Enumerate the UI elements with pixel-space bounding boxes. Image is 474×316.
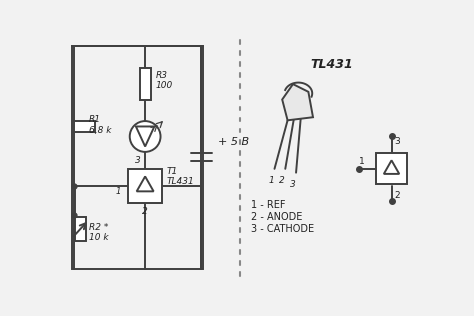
Bar <box>128 169 162 203</box>
Polygon shape <box>136 126 155 147</box>
Text: 2: 2 <box>395 191 400 200</box>
Text: 3 - CATHODE: 3 - CATHODE <box>251 224 315 234</box>
Text: 1: 1 <box>269 176 274 185</box>
Bar <box>75 216 86 241</box>
Text: 1: 1 <box>359 157 365 167</box>
Circle shape <box>130 121 161 152</box>
Text: R1
6,8 k: R1 6,8 k <box>89 115 111 135</box>
Text: + 5 B: + 5 B <box>219 137 249 147</box>
Text: 2 - ANODE: 2 - ANODE <box>251 212 303 222</box>
Text: 3: 3 <box>395 137 401 146</box>
Text: 3: 3 <box>135 156 140 165</box>
Text: R3
100: R3 100 <box>156 70 173 90</box>
Text: 2: 2 <box>142 207 148 216</box>
Text: R2 *
10 k: R2 * 10 k <box>89 223 109 242</box>
Text: T1
TL431: T1 TL431 <box>167 167 194 186</box>
Bar <box>376 154 407 184</box>
Text: 1 - REF: 1 - REF <box>251 200 286 210</box>
Text: TL431: TL431 <box>310 58 353 71</box>
Polygon shape <box>282 84 313 120</box>
Text: 1: 1 <box>116 186 121 196</box>
Bar <box>72 46 203 269</box>
Bar <box>73 121 95 132</box>
Bar <box>140 68 151 100</box>
Text: 3: 3 <box>290 179 296 189</box>
Text: 2: 2 <box>279 176 285 185</box>
